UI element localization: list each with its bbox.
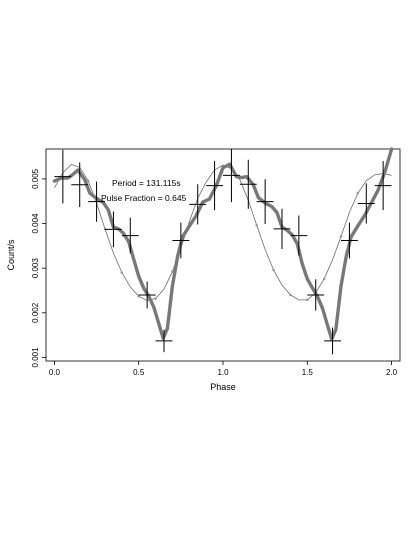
y-tick-label: 0.002	[31, 302, 40, 323]
data-point	[374, 161, 392, 211]
data-point	[105, 211, 122, 248]
model-marker	[86, 179, 90, 182]
x-tick-label: 2.0	[386, 368, 398, 377]
model-marker	[272, 268, 275, 272]
x-axis-label: Phase	[210, 382, 236, 392]
data-point	[256, 179, 274, 224]
data-point	[121, 217, 139, 254]
model-marker	[120, 271, 124, 274]
model-marker	[137, 294, 141, 298]
model-marker	[154, 297, 157, 300]
error-bar-layer	[54, 149, 392, 355]
data-point	[239, 159, 257, 209]
x-axis: 0.0 0.5 1.0 1.5 2.0	[49, 361, 398, 377]
model-marker	[305, 298, 309, 302]
y-axis-label: Count/s	[6, 239, 16, 271]
y-axis: 0.001 0.002 0.003 0.004 0.005	[31, 168, 46, 367]
x-tick-label: 1.0	[217, 368, 229, 377]
data-point	[138, 281, 156, 309]
data-point	[155, 329, 173, 353]
x-tick-label: 0.5	[133, 368, 145, 377]
data-point	[357, 183, 375, 224]
data-point	[206, 161, 223, 211]
model-curve-layer	[54, 164, 392, 302]
model-marker	[322, 277, 326, 281]
annotation-period: Period = 131.115s	[112, 178, 181, 188]
y-tick-label: 0.005	[31, 168, 40, 189]
data-point	[324, 327, 341, 355]
data-point	[172, 222, 190, 259]
data-point	[189, 184, 207, 225]
model-curve	[54, 164, 392, 301]
smoothed-profile-layer	[52, 147, 394, 341]
y-tick-label: 0.003	[31, 258, 40, 279]
x-tick-label: 0.0	[49, 368, 61, 377]
model-marker	[339, 235, 343, 238]
data-point	[223, 149, 240, 203]
model-marker	[255, 224, 259, 227]
data-point	[341, 222, 358, 259]
data-point	[88, 181, 105, 222]
annotation-pulse-fraction: Pulse Fraction = 0.645	[101, 193, 187, 203]
data-point	[71, 162, 89, 208]
smoothed-profile	[52, 147, 394, 341]
y-tick-label: 0.004	[31, 213, 40, 234]
model-marker	[289, 293, 292, 297]
data-point	[54, 149, 72, 204]
data-point	[307, 279, 325, 311]
x-tick-label: 1.5	[302, 368, 314, 377]
model-marker	[356, 191, 360, 195]
y-tick-label: 0.001	[31, 347, 40, 368]
data-point	[273, 208, 291, 249]
data-point	[290, 215, 308, 256]
